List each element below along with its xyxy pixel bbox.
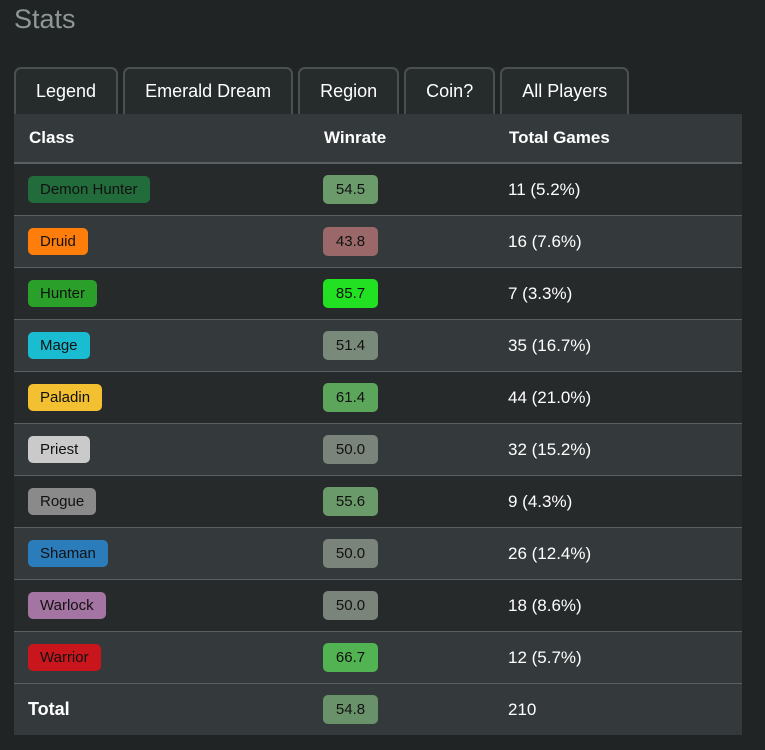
tab-coin[interactable]: Coin? (404, 67, 496, 114)
class-badge: Demon Hunter (28, 176, 150, 203)
total-games: 35 (16.7%) (494, 319, 742, 372)
winrate-badge: 54.5 (323, 175, 378, 204)
total-label: Total (28, 699, 70, 719)
tab-emerald-dream[interactable]: Emerald Dream (123, 67, 294, 114)
winrate-badge: 61.4 (323, 383, 378, 412)
winrate-badge: 50.0 (323, 591, 378, 620)
class-badge: Rogue (28, 488, 97, 515)
total-games: 32 (15.2%) (494, 423, 742, 476)
tab-region[interactable]: Region (298, 67, 400, 114)
class-badge: Druid (28, 228, 88, 255)
table-row: Priest 50.0 32 (15.2%) (14, 423, 742, 476)
total-games: 16 (7.6%) (494, 215, 742, 268)
class-badge: Paladin (28, 384, 103, 411)
winrate-badge: 51.4 (323, 331, 378, 360)
page-title: Stats (14, 4, 76, 34)
class-badge: Warlock (28, 592, 106, 619)
table-row: Shaman 50.0 26 (12.4%) (14, 527, 742, 580)
winrate-badge: 55.6 (323, 487, 378, 516)
table-row: Rogue 55.6 9 (4.3%) (14, 475, 742, 528)
table-row: Demon Hunter 54.5 11 (5.2%) (14, 163, 742, 216)
class-badge: Mage (28, 332, 90, 359)
tab-all-players[interactable]: All Players (500, 67, 630, 114)
column-header-total-games[interactable]: Total Games (494, 114, 742, 164)
table-row: Warrior 66.7 12 (5.7%) (14, 631, 742, 684)
total-row: Total 54.8 210 (14, 683, 742, 735)
total-games: 7 (3.3%) (494, 267, 742, 320)
table-row: Warlock 50.0 18 (8.6%) (14, 579, 742, 632)
table-row: Druid 43.8 16 (7.6%) (14, 215, 742, 268)
table-row: Mage 51.4 35 (16.7%) (14, 319, 742, 372)
column-header-winrate[interactable]: Winrate (309, 114, 494, 164)
total-games: 11 (5.2%) (494, 163, 742, 216)
total-games: 12 (5.7%) (494, 631, 742, 684)
winrate-badge: 85.7 (323, 279, 378, 308)
tab-legend[interactable]: Legend (14, 67, 119, 114)
class-badge: Warrior (28, 644, 101, 671)
column-header-class[interactable]: Class (14, 114, 309, 164)
total-games: 18 (8.6%) (494, 579, 742, 632)
table-row: Hunter 85.7 7 (3.3%) (14, 267, 742, 320)
class-badge: Shaman (28, 540, 108, 567)
winrate-badge: 50.0 (323, 435, 378, 464)
total-winrate-badge: 54.8 (323, 695, 378, 724)
total-games: 44 (21.0%) (494, 371, 742, 424)
winrate-badge: 66.7 (323, 643, 378, 672)
class-badge: Priest (28, 436, 91, 463)
total-games: 210 (508, 699, 537, 719)
stats-table: Class Winrate Total Games Demon Hunter 5… (14, 114, 742, 735)
filter-tabs: Legend Emerald Dream Region Coin? All Pl… (14, 67, 630, 114)
table-row: Paladin 61.4 44 (21.0%) (14, 371, 742, 424)
total-games: 26 (12.4%) (494, 527, 742, 580)
total-games: 9 (4.3%) (494, 475, 742, 528)
winrate-badge: 43.8 (323, 227, 378, 256)
winrate-badge: 50.0 (323, 539, 378, 568)
class-badge: Hunter (28, 280, 98, 307)
